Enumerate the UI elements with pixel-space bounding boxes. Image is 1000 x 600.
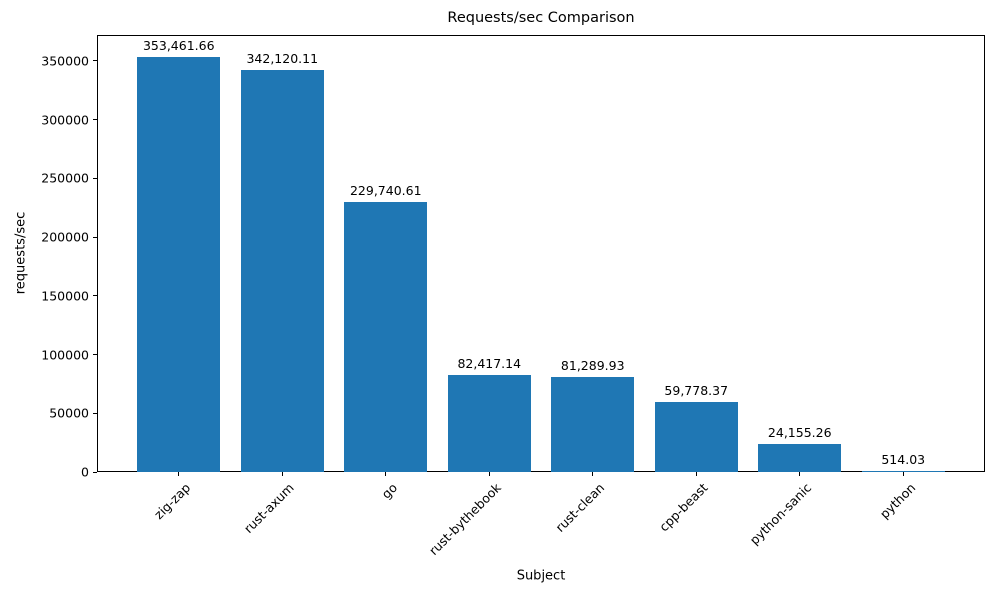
bar-value-label: 81,289.93 bbox=[560, 357, 625, 373]
y-tick-label: 50000 bbox=[49, 405, 89, 421]
bar-value-label: 514.03 bbox=[881, 452, 926, 467]
bar-value-label: 82,417.14 bbox=[457, 356, 522, 372]
y-axis-label: requests/sec bbox=[13, 211, 29, 295]
y-tick-mark bbox=[93, 412, 97, 414]
x-tick-mark bbox=[488, 472, 490, 476]
y-tick-label: 150000 bbox=[41, 288, 89, 304]
x-tick-mark bbox=[902, 472, 904, 476]
x-tick-label: python bbox=[876, 480, 918, 522]
x-tick-label: rust-clean bbox=[552, 480, 608, 535]
bar-value-label: 24,155.26 bbox=[767, 424, 832, 440]
chart-title: Requests/sec Comparison bbox=[447, 10, 635, 26]
bar-go bbox=[344, 202, 428, 472]
x-tick-label: cpp-beast bbox=[656, 480, 711, 535]
y-tick-label: 300000 bbox=[41, 112, 89, 128]
y-tick-mark bbox=[93, 354, 97, 356]
plot-area bbox=[97, 35, 985, 472]
y-tick-mark bbox=[93, 177, 97, 179]
bar-rust-clean bbox=[551, 376, 635, 472]
y-tick-mark bbox=[93, 236, 97, 238]
bar-value-label: 353,461.66 bbox=[142, 37, 215, 53]
y-tick-label: 250000 bbox=[41, 170, 89, 186]
bar-value-label: 342,120.11 bbox=[246, 51, 319, 67]
y-tick-mark bbox=[93, 119, 97, 121]
y-tick-label: 350000 bbox=[41, 53, 89, 69]
bar-value-label: 229,740.61 bbox=[349, 183, 422, 199]
bar-rust-axum bbox=[240, 70, 324, 472]
bar-rust-bythebook bbox=[447, 375, 531, 472]
bar-zig-zap bbox=[137, 56, 221, 472]
x-tick-mark bbox=[178, 472, 180, 476]
y-tick-label: 100000 bbox=[41, 347, 89, 363]
x-tick-mark bbox=[385, 472, 387, 476]
bar-python bbox=[861, 471, 945, 472]
x-axis-label: Subject bbox=[516, 568, 566, 584]
x-tick-mark bbox=[281, 472, 283, 476]
bar-cpp-beast bbox=[654, 401, 738, 472]
bar-value-label: 59,778.37 bbox=[664, 382, 729, 398]
x-tick-mark bbox=[592, 472, 594, 476]
x-tick-label: python-sanic bbox=[746, 480, 815, 548]
y-tick-mark bbox=[93, 60, 97, 62]
y-tick-label: 200000 bbox=[41, 229, 89, 245]
x-tick-label: rust-axum bbox=[240, 480, 297, 536]
x-tick-mark bbox=[695, 472, 697, 476]
bar-python-sanic bbox=[758, 443, 842, 472]
y-tick-mark bbox=[93, 295, 97, 297]
y-tick-label: 0 bbox=[81, 464, 89, 480]
x-tick-mark bbox=[799, 472, 801, 476]
x-tick-label: zig-zap bbox=[151, 480, 194, 523]
y-tick-mark bbox=[93, 471, 97, 473]
x-tick-label: rust-bythebook bbox=[425, 480, 504, 559]
x-tick-label: go bbox=[378, 480, 401, 502]
